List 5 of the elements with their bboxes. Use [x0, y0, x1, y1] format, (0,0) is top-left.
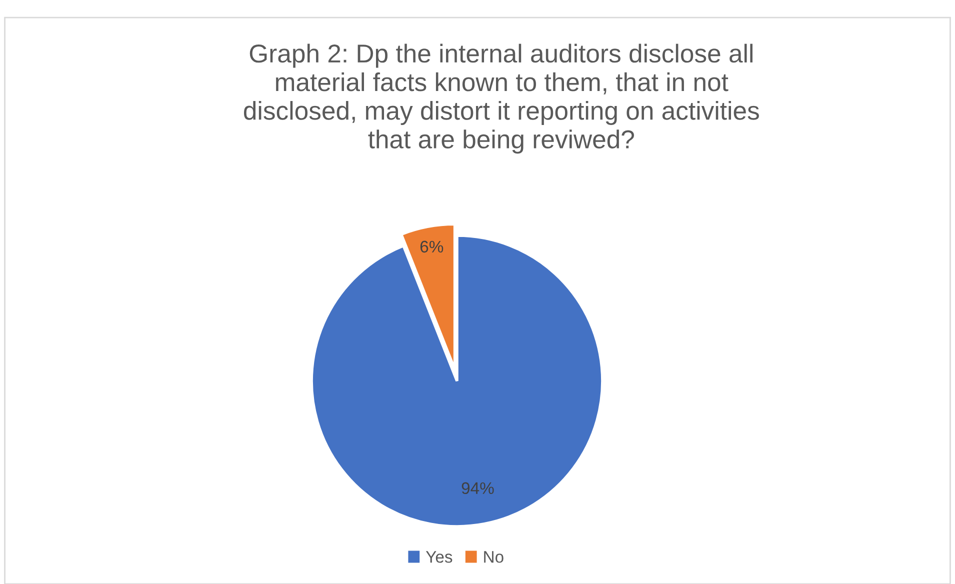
chart-title: Graph 2: Dp the internal auditors disclose all material facts known to them, that in not disclosed, may distort it reporting on activities that are being reviwed? — [244, 44, 759, 154]
data-label: 6% — [420, 240, 444, 253]
legend-label: No — [484, 551, 504, 563]
legend-label: Yes — [426, 551, 452, 563]
data-label: 94% — [462, 482, 494, 494]
